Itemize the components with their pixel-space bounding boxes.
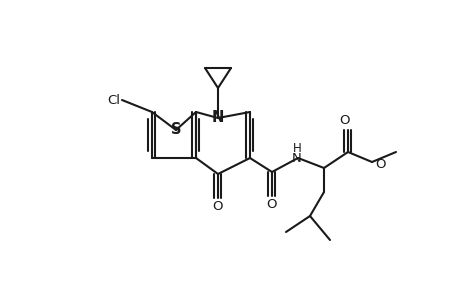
Text: N: N bbox=[291, 152, 301, 166]
Text: O: O bbox=[339, 115, 349, 128]
Text: O: O bbox=[375, 158, 386, 170]
Text: H: H bbox=[292, 142, 301, 155]
Text: O: O bbox=[212, 200, 223, 214]
Text: S: S bbox=[170, 122, 181, 137]
Text: N: N bbox=[211, 110, 224, 124]
Text: O: O bbox=[266, 199, 277, 212]
Text: Cl: Cl bbox=[107, 94, 120, 106]
